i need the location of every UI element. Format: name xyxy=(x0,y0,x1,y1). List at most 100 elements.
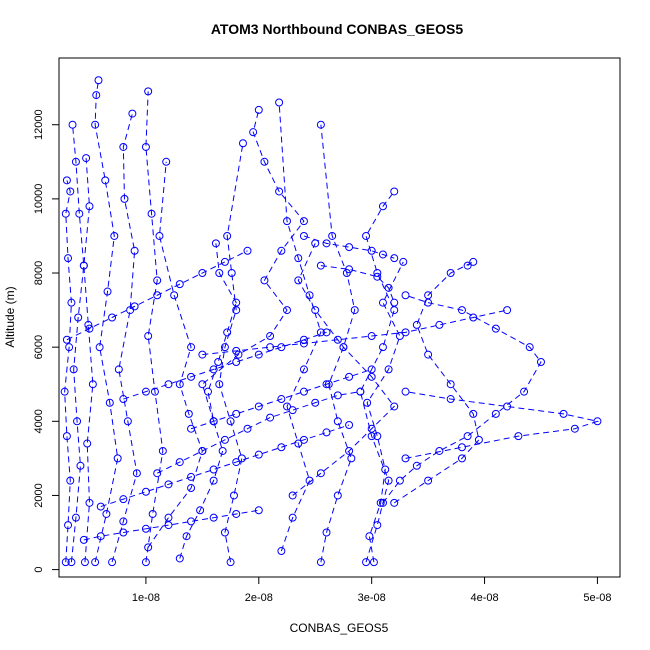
data-point xyxy=(378,250,387,259)
data-point xyxy=(339,343,348,352)
data-point xyxy=(237,454,246,463)
series-line xyxy=(156,391,361,474)
data-point xyxy=(141,558,150,567)
data-point xyxy=(215,269,224,278)
data-point xyxy=(345,243,354,252)
data-point xyxy=(74,313,83,322)
data-series xyxy=(62,246,252,344)
data-point xyxy=(491,409,500,418)
data-point xyxy=(243,424,252,433)
data-point xyxy=(345,421,354,430)
data-point xyxy=(333,417,342,426)
data-point xyxy=(446,395,455,404)
data-point xyxy=(88,380,97,389)
data-point xyxy=(254,105,263,114)
data-point xyxy=(164,380,173,389)
data-point xyxy=(215,380,224,389)
data-point xyxy=(514,432,523,441)
series-line xyxy=(201,109,305,422)
chart-title: ATOM3 Northbound CONBAS_GEOS5 xyxy=(211,21,463,37)
data-point xyxy=(150,387,159,396)
data-point xyxy=(198,350,207,359)
data-point xyxy=(96,502,105,511)
data-point xyxy=(184,409,193,418)
data-point xyxy=(254,402,263,411)
data-point xyxy=(209,476,218,485)
data-series xyxy=(119,328,331,404)
data-point xyxy=(67,298,76,307)
plot-frame xyxy=(58,57,621,578)
data-point xyxy=(175,554,184,563)
data-point xyxy=(108,313,117,322)
data-point xyxy=(187,343,196,352)
data-point xyxy=(103,287,112,296)
data-point xyxy=(322,428,331,437)
series-line xyxy=(100,424,350,508)
data-point xyxy=(469,313,478,322)
data-point xyxy=(401,291,410,300)
data-point xyxy=(164,480,173,489)
data-point xyxy=(399,257,408,266)
data-point xyxy=(164,521,173,530)
series-line xyxy=(320,124,356,563)
series-line xyxy=(303,235,395,259)
data-point xyxy=(101,176,110,185)
data-point xyxy=(141,524,150,533)
data-point xyxy=(144,332,153,341)
data-point xyxy=(316,120,325,129)
data-point xyxy=(119,528,128,537)
data-point xyxy=(209,417,218,426)
data-point xyxy=(316,328,325,337)
data-point xyxy=(469,409,478,418)
series-line xyxy=(359,191,395,563)
data-point xyxy=(362,558,371,567)
data-point xyxy=(110,231,119,240)
data-point xyxy=(83,439,92,448)
data-point xyxy=(232,458,241,467)
data-point xyxy=(457,306,466,315)
data-point xyxy=(299,435,308,444)
series-line xyxy=(123,331,327,400)
data-point xyxy=(275,98,284,107)
data-point xyxy=(71,157,80,166)
data-series xyxy=(288,239,399,500)
data-point xyxy=(520,387,529,396)
data-point xyxy=(381,465,390,474)
data-point xyxy=(60,387,69,396)
data-point xyxy=(283,306,292,315)
data-point xyxy=(347,454,356,463)
data-point xyxy=(108,558,117,567)
data-series xyxy=(175,239,241,563)
data-point xyxy=(463,261,472,270)
data-point xyxy=(311,398,320,407)
data-series xyxy=(79,154,97,567)
data-point xyxy=(345,265,354,274)
data-point xyxy=(254,350,263,359)
data-point xyxy=(130,302,139,311)
data-series xyxy=(363,257,408,567)
data-point xyxy=(412,461,421,470)
data-series xyxy=(215,139,247,567)
data-point xyxy=(114,365,123,374)
data-point xyxy=(220,257,229,266)
data-point xyxy=(333,491,342,500)
data-point xyxy=(158,446,167,455)
y-axis: 0 2000 4000 6000 8000 10000 12000 xyxy=(33,109,60,573)
data-point xyxy=(288,491,297,500)
data-point xyxy=(113,454,122,463)
data-point xyxy=(226,417,235,426)
data-point xyxy=(130,246,139,255)
data-point xyxy=(299,365,308,374)
data-point xyxy=(153,469,162,478)
series-line xyxy=(366,261,404,563)
data-point xyxy=(84,320,93,329)
data-point xyxy=(299,335,308,344)
series-line xyxy=(393,261,480,504)
data-point xyxy=(75,209,84,218)
data-point xyxy=(209,365,218,374)
series-line xyxy=(405,391,600,459)
data-point xyxy=(424,476,433,485)
data-point xyxy=(187,484,196,493)
data-point xyxy=(79,261,88,270)
data-point xyxy=(367,246,376,255)
